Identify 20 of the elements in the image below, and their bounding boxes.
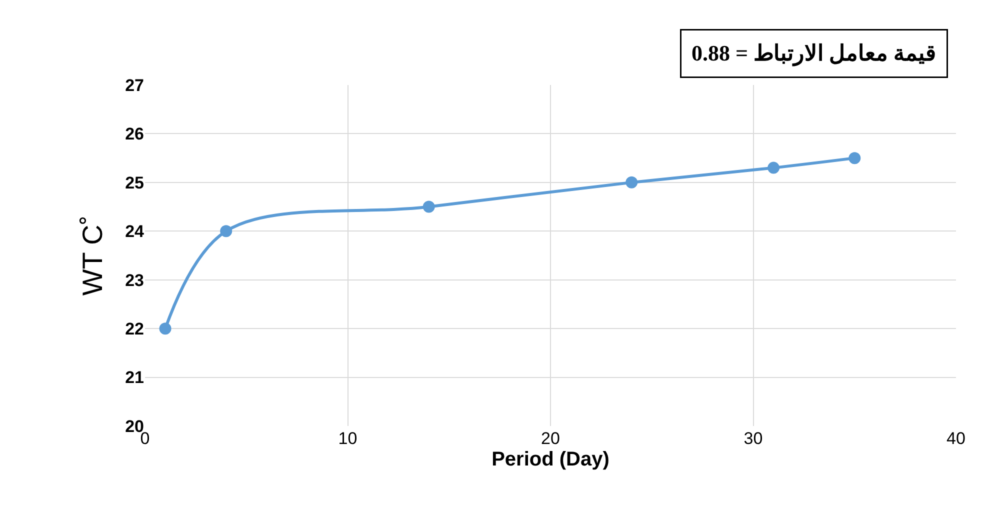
point [768, 162, 780, 174]
y-tick-label: 26 [125, 124, 144, 144]
point [220, 225, 232, 238]
x-tick-label: 30 [744, 429, 763, 448]
point [422, 200, 435, 213]
text: قيمة معامل الارتباط = 0.88 [692, 40, 937, 66]
x-tick-label: 40 [946, 429, 966, 448]
x-axis-title: Period (Day) [492, 448, 610, 470]
y-tick-label: 21 [125, 368, 144, 388]
point [626, 176, 638, 188]
y-axis-title: WT C˚ [76, 215, 108, 296]
y-tick-label: 24 [125, 222, 145, 242]
y-tick-label: 22 [125, 320, 144, 339]
x-tick-label: 20 [541, 429, 560, 448]
point [848, 152, 861, 164]
y-tick-label: 23 [125, 270, 144, 290]
point [159, 322, 172, 335]
x-tick-label: 10 [338, 429, 358, 448]
y-tick-label: 27 [125, 76, 144, 95]
y-tick-label: 25 [125, 173, 144, 192]
